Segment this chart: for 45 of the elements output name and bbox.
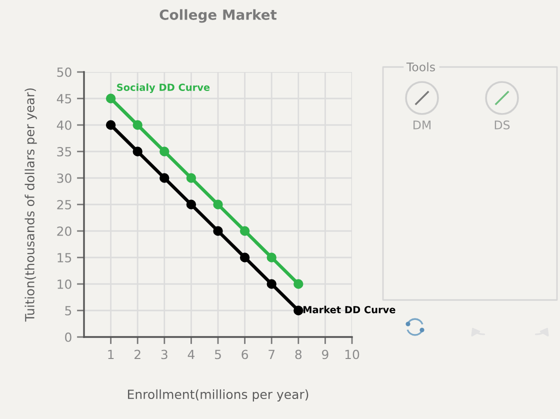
y-tick-label: 10 xyxy=(58,279,72,289)
point xyxy=(186,173,196,183)
point xyxy=(240,252,250,262)
y-tick-label: 35 xyxy=(57,146,72,156)
point xyxy=(106,94,116,104)
x-tick-label: 7 xyxy=(268,350,275,359)
y-tick-label: 20 xyxy=(57,226,72,236)
y-tick-label: 15 xyxy=(58,253,72,262)
x-tick-label: 4 xyxy=(188,350,194,359)
y-tick-label: 30 xyxy=(57,173,72,183)
y-axis-title: Tuition(thousands of dollars per year) xyxy=(24,88,37,322)
y-tick-label: 45 xyxy=(56,94,72,104)
point xyxy=(106,120,116,130)
x-tick-label: 2 xyxy=(134,350,140,359)
y-tick-label: 40 xyxy=(56,120,72,130)
point xyxy=(294,279,304,289)
point xyxy=(266,279,276,289)
y-tick-label: 5 xyxy=(65,306,72,316)
x-tick-label: 8 xyxy=(295,350,302,360)
point xyxy=(132,146,142,156)
point xyxy=(240,226,250,236)
x-tick-label: 5 xyxy=(214,350,221,360)
point xyxy=(160,173,170,183)
y-tick-label: 50 xyxy=(57,67,72,77)
text: Tools xyxy=(406,62,435,72)
point xyxy=(132,120,142,130)
point xyxy=(160,146,170,156)
x-tick-label: 1 xyxy=(108,350,114,359)
x-axis-title: Enrollment(millions per year) xyxy=(128,389,308,402)
y-tick-label: 0 xyxy=(65,332,72,342)
point xyxy=(266,252,276,262)
series-label: Market DD Curve xyxy=(303,306,396,314)
x-tick-label: 10 xyxy=(345,350,360,360)
text: DM xyxy=(414,120,430,130)
point xyxy=(294,306,304,316)
y-tick-label: 25 xyxy=(57,200,72,210)
chart-title: College Market xyxy=(160,9,277,23)
point xyxy=(186,200,196,210)
x-tick-label: 3 xyxy=(161,350,168,360)
x-tick-label: 9 xyxy=(322,350,328,360)
text: DS xyxy=(494,120,510,130)
x-tick-label: 6 xyxy=(242,350,248,360)
point xyxy=(213,200,223,210)
point xyxy=(213,226,223,236)
series-label: Socialy DD Curve xyxy=(117,83,210,93)
